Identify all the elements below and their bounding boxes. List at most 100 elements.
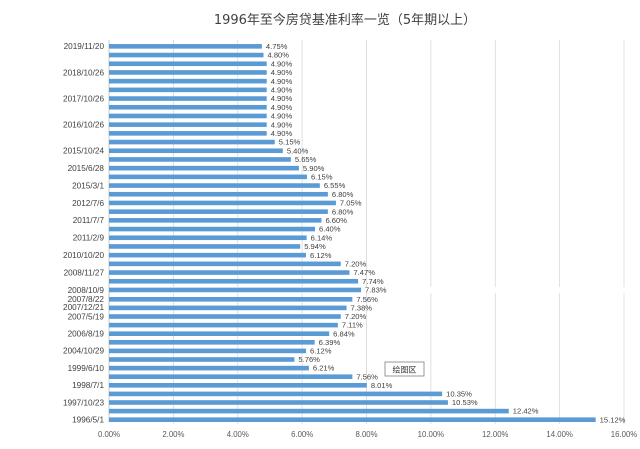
bar xyxy=(109,357,295,362)
data-label: 7.56% xyxy=(356,295,378,304)
bar xyxy=(109,131,267,136)
x-tick-label: 12.00% xyxy=(482,430,509,439)
category-label: 2004/10/29 xyxy=(63,347,104,356)
data-label: 4.90% xyxy=(271,77,293,86)
data-label: 10.35% xyxy=(446,390,472,399)
category-label: 1997/10/23 xyxy=(63,398,104,407)
data-label: 7.20% xyxy=(345,312,367,321)
category-label: 2012/7/6 xyxy=(72,199,104,208)
bar xyxy=(109,52,264,58)
category-label: 2017/10/26 xyxy=(63,94,104,103)
bar xyxy=(109,174,307,180)
x-tick-label: 6.00% xyxy=(291,430,313,439)
category-label: 2015/10/24 xyxy=(63,147,104,156)
bar xyxy=(109,400,448,405)
category-label: 2011/2/9 xyxy=(73,234,105,243)
category-label: 2007/8/22 xyxy=(68,295,105,304)
bar xyxy=(109,200,336,206)
x-tick-label: 4.00% xyxy=(227,430,249,439)
bar xyxy=(109,96,267,101)
category-label: 2011/7/7 xyxy=(73,216,105,225)
bar xyxy=(109,314,341,319)
category-label: 2010/10/20 xyxy=(63,251,104,260)
bar xyxy=(109,374,353,379)
data-label: 6.14% xyxy=(311,233,333,242)
category-label: 2019/11/20 xyxy=(64,42,105,51)
category-label: 2008/10/9 xyxy=(68,286,105,295)
bar xyxy=(109,287,362,293)
bar xyxy=(109,139,275,145)
category-label: 1999/6/10 xyxy=(68,364,105,373)
bar xyxy=(109,165,299,171)
data-label: 7.56% xyxy=(356,372,378,381)
bar xyxy=(109,297,353,302)
data-label: 5.15% xyxy=(279,138,301,147)
data-label: 5.90% xyxy=(303,164,325,173)
data-label: 7.47% xyxy=(353,268,375,277)
bar xyxy=(109,383,367,388)
category-label: 2018/10/26 xyxy=(63,68,104,77)
category-label: 1998/7/1 xyxy=(72,381,104,390)
chart-title: 1996年至今房贷基准利率一览（5年期以上） xyxy=(214,12,476,28)
bar xyxy=(109,365,309,371)
data-label: 5.65% xyxy=(295,155,317,164)
data-label: 6.80% xyxy=(332,190,354,199)
bar xyxy=(109,331,330,336)
category-label: 2015/6/28 xyxy=(68,164,105,173)
x-axis: 0.00% 2.00% 4.00% 6.00% 8.00% 10.00% 12.00% 14.… xyxy=(98,430,637,439)
bar xyxy=(109,70,267,75)
data-label: 4.90% xyxy=(271,112,293,121)
data-label: 4.90% xyxy=(271,129,293,138)
category-label: 2016/10/26 xyxy=(63,120,104,129)
bar xyxy=(109,391,443,397)
data-label: 6.60% xyxy=(325,216,347,225)
bar xyxy=(109,113,267,119)
bar xyxy=(109,348,306,354)
bar xyxy=(109,191,328,197)
category-label: 1996/5/1 xyxy=(72,416,104,425)
x-tick-label: 8.00% xyxy=(355,430,377,439)
bar xyxy=(109,148,283,154)
data-label: 5.94% xyxy=(304,242,326,251)
bar xyxy=(109,209,328,214)
category-label: 2007/5/19 xyxy=(68,312,105,321)
data-label: 5.40% xyxy=(287,146,309,155)
data-label: 6.12% xyxy=(310,251,332,260)
data-label: 7.05% xyxy=(340,199,362,208)
data-label: 7.38% xyxy=(351,304,373,313)
data-label: 4.90% xyxy=(271,103,293,112)
bar xyxy=(109,322,338,328)
data-label: 12.42% xyxy=(513,407,539,416)
data-label: 4.75% xyxy=(266,42,288,51)
data-label: 4.80% xyxy=(268,51,290,60)
data-label: 6.39% xyxy=(319,338,341,347)
bar xyxy=(109,226,315,232)
chart-panel-upper: 4.75%4.80%4.90%4.90%4.90%4.90%4.90%4.90%… xyxy=(63,40,387,312)
data-label: 4.90% xyxy=(271,68,293,77)
data-label: 7.74% xyxy=(362,277,384,286)
bar xyxy=(109,252,306,258)
x-tick-label: 16.00% xyxy=(611,430,638,439)
bar xyxy=(109,87,267,93)
data-label: 4.90% xyxy=(271,85,293,94)
data-label: 6.55% xyxy=(324,181,346,190)
data-label: 10.53% xyxy=(452,398,478,407)
bar xyxy=(109,261,341,267)
bar xyxy=(109,44,262,49)
data-label: 5.76% xyxy=(298,355,320,364)
category-label: 2008/11/27 xyxy=(64,268,105,277)
data-label: 6.40% xyxy=(319,225,341,234)
data-label: 6.80% xyxy=(332,207,354,216)
chart-panel-lower: 7.56%7.38%7.20%7.11%6.84%6.39%6.12%5.76%… xyxy=(63,293,626,425)
data-label: 15.12% xyxy=(600,415,626,424)
category-label: 2015/3/1 xyxy=(72,181,104,190)
x-tick-label: 10.00% xyxy=(418,430,445,439)
bar xyxy=(109,278,359,284)
bar xyxy=(109,122,267,127)
bar xyxy=(109,408,509,414)
bar xyxy=(109,417,596,422)
tooltip-text: 绘图区 xyxy=(393,365,417,375)
data-label: 6.21% xyxy=(313,364,335,373)
bar xyxy=(109,218,322,223)
